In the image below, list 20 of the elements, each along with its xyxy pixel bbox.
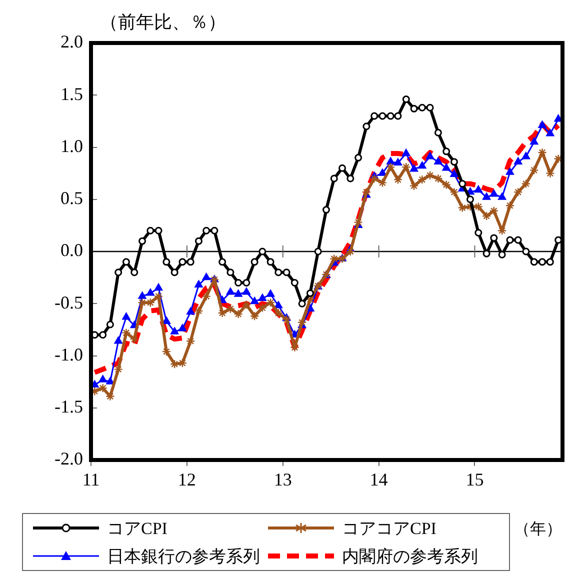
y-tick-label: 0.0	[60, 240, 83, 260]
y-tick-label: -2.0	[54, 448, 83, 469]
y-tick-label: 1.5	[60, 84, 83, 104]
x-axis-title: （年）	[514, 520, 562, 540]
y-tick-label: 0.5	[60, 188, 83, 208]
y-tick-label: -1.5	[54, 396, 83, 417]
x-tick-label: 12	[178, 470, 196, 490]
legend-label: コアコアCPI	[342, 518, 436, 540]
legend-label: 内閣府の参考系列	[342, 546, 478, 568]
x-tick-label: 15	[466, 470, 484, 490]
y-tick-label: -1.0	[54, 344, 83, 364]
y-tick-label: -0.5	[54, 292, 83, 312]
legend-label: 日本銀行の参考系列	[107, 546, 260, 568]
y-tick-label: 2.0	[60, 32, 83, 52]
x-tick-label: 14	[370, 470, 388, 490]
legend-label: コアCPI	[107, 518, 168, 540]
x-tick-label: 11	[82, 470, 100, 490]
y-axis-title: （前年比、％）	[100, 11, 226, 34]
x-tick-label: 13	[274, 470, 292, 490]
y-tick-label: 1.0	[60, 136, 83, 156]
